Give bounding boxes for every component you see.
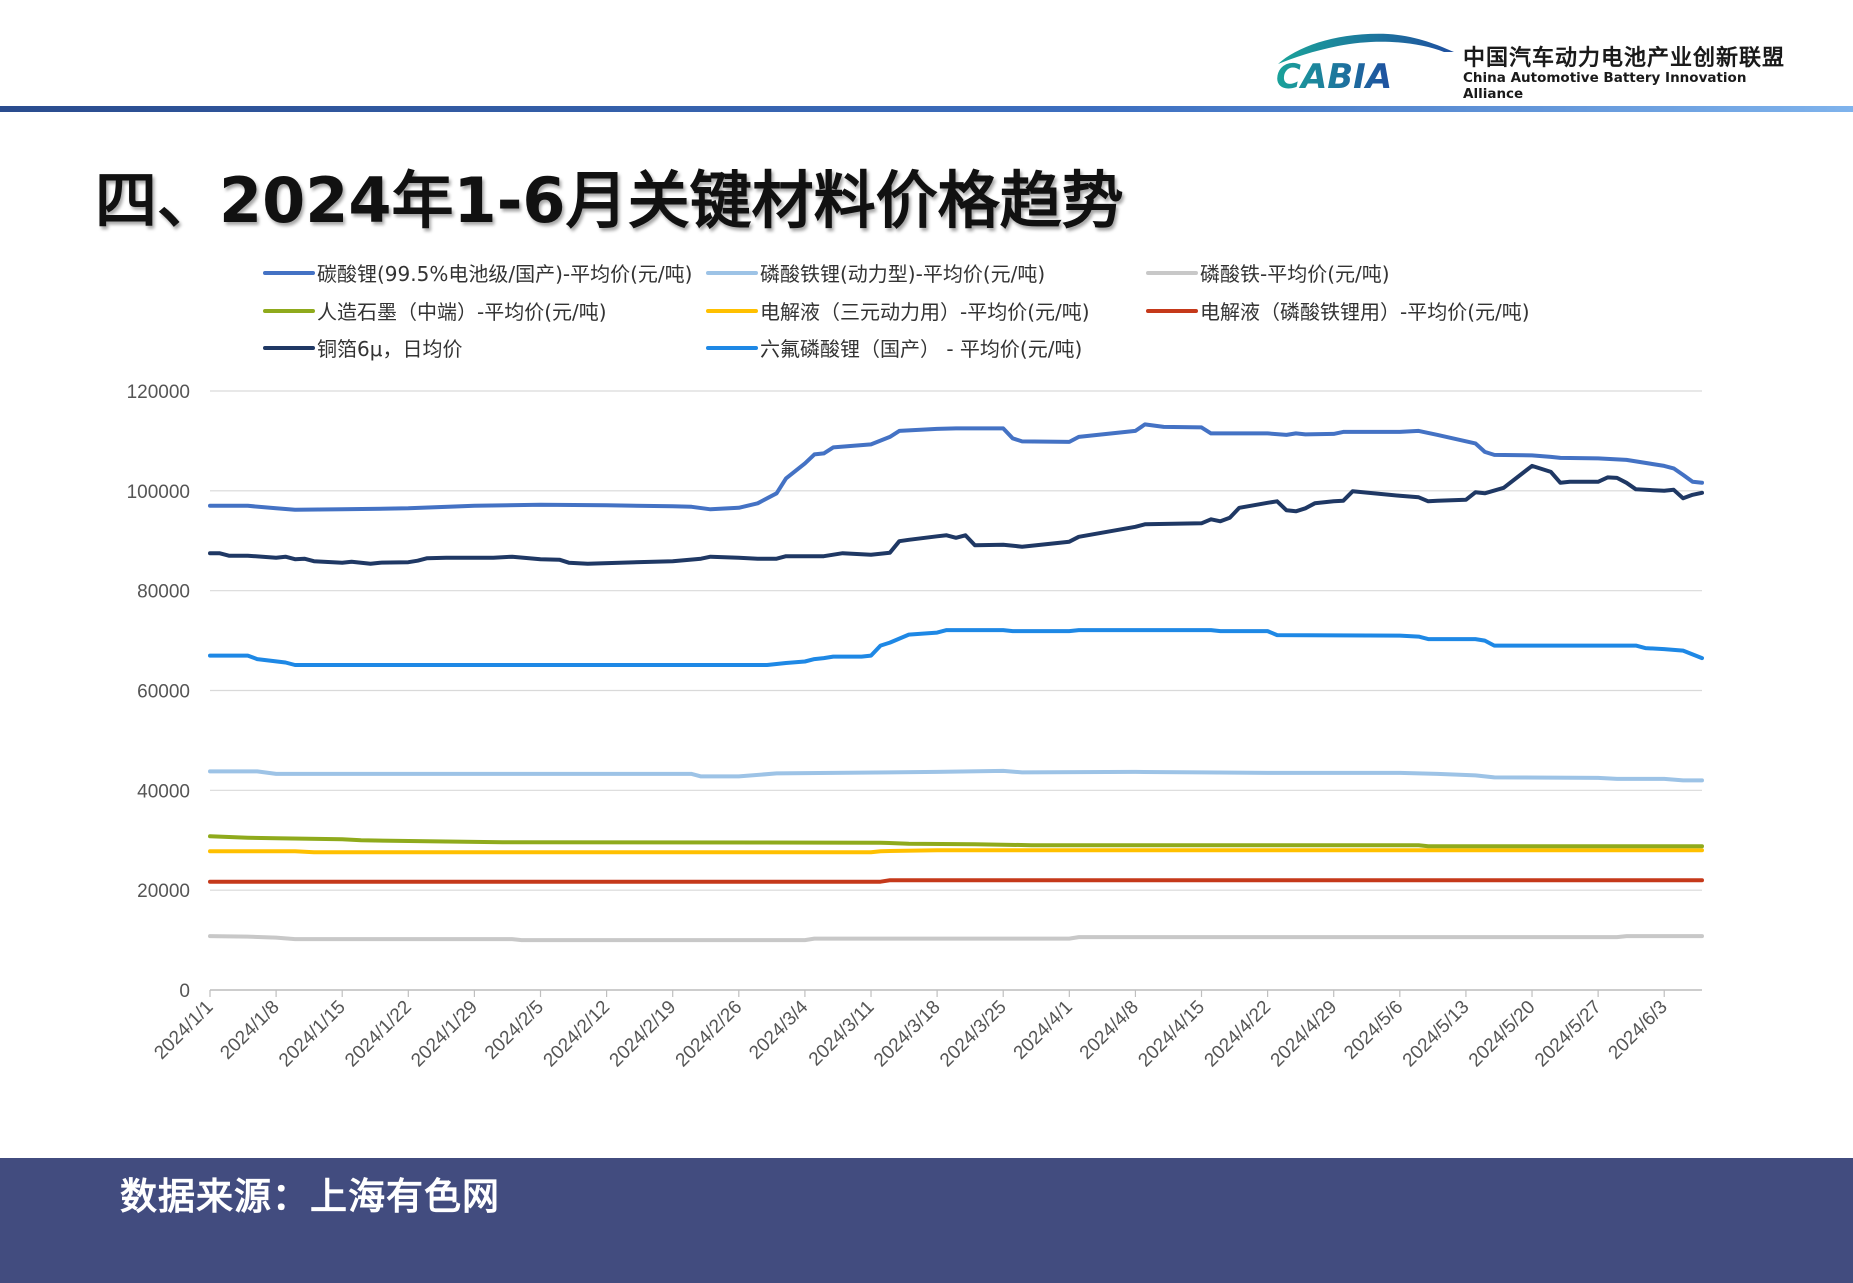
x-tick-label: 2024/5/20 (1465, 997, 1540, 1072)
series-line (208, 934, 1704, 943)
series-line (208, 463, 1704, 566)
x-tick-label: 2024/1/1 (150, 997, 217, 1064)
x-tick-label: 2024/2/19 (606, 997, 681, 1072)
x-tick-label: 2024/4/1 (1010, 997, 1077, 1064)
x-tick-label: 2024/2/26 (672, 997, 747, 1072)
x-tick-label: 2024/3/11 (805, 997, 879, 1071)
y-tick-label: 120000 (127, 382, 190, 403)
x-tick-label: 2024/1/15 (275, 997, 350, 1072)
y-tick-label: 0 (179, 981, 190, 1002)
y-tick-label: 40000 (137, 781, 190, 802)
data-source-note: 数据来源：上海有色网 (120, 1175, 500, 1218)
x-tick-label: 2024/4/8 (1076, 997, 1143, 1064)
legend-label: 六氟磷酸锂（国产） - 平均价(元/吨) (760, 337, 1082, 361)
cabia-logo: CABIA 中国汽车动力电池产业创新联盟 China Automotive Ba… (1268, 26, 1808, 102)
footer-band (0, 1158, 1853, 1283)
x-tick-label: 2024/6/3 (1605, 997, 1672, 1064)
series-line (208, 834, 1704, 849)
x-tick-label: 2024/4/22 (1201, 997, 1276, 1072)
legend-label: 人造石墨（中端）-平均价(元/吨) (317, 300, 607, 324)
x-tick-label: 2024/1/8 (216, 997, 283, 1064)
legend-label: 电解液（三元动力用）-平均价(元/吨) (760, 300, 1090, 324)
series-line (208, 422, 1704, 512)
x-tick-label: 2024/3/18 (870, 997, 945, 1072)
line-chart: 0 20000 40000 60000 80000 100000 120000 2024/1/… (127, 262, 1704, 1072)
x-tick-label: 2024/1/29 (407, 997, 482, 1072)
x-tick-label: 2024/5/13 (1399, 997, 1474, 1072)
x-tick-label: 2024/3/4 (745, 996, 812, 1063)
y-tick-label: 20000 (137, 881, 190, 902)
x-tick-label: 2024/3/25 (936, 997, 1011, 1072)
x-tick-label: 2024/2/5 (481, 997, 548, 1064)
logo-english-name: China Automotive Battery Innovation Alli… (1463, 70, 1747, 102)
y-tick-label: 60000 (137, 682, 190, 703)
legend-label: 碳酸锂(99.5%电池级/国产)-平均价(元/吨) (317, 262, 692, 286)
page-title: 四、2024年1-6月关键材料价格趋势 (95, 164, 1124, 237)
car-logo-icon: CABIA (1276, 33, 1454, 94)
legend-label: 磷酸铁锂(动力型)-平均价(元/吨) (760, 262, 1045, 286)
y-tick-label: 80000 (137, 582, 190, 603)
series-line (208, 768, 1704, 783)
series-line (208, 848, 1704, 855)
logo-wordmark: CABIA (1276, 57, 1392, 94)
series-line (208, 878, 1704, 884)
legend-label: 铜箔6μ，日均价 (317, 337, 462, 361)
x-tick-label: 2024/4/29 (1267, 997, 1342, 1072)
legend-label: 电解液（磷酸铁锂用）-平均价(元/吨) (1200, 300, 1530, 324)
x-tick-label: 2024/5/6 (1340, 997, 1407, 1064)
logo-chinese-name: 中国汽车动力电池产业创新联盟 (1463, 46, 1786, 71)
x-tick-label: 2024/1/22 (341, 997, 416, 1072)
x-tick-label: 2024/5/27 (1531, 997, 1606, 1072)
series-line (208, 628, 1704, 667)
header-divider (0, 106, 1853, 112)
x-tick-label: 2024/4/15 (1134, 997, 1209, 1072)
x-tick-label: 2024/2/12 (540, 997, 615, 1072)
header: CABIA 中国汽车动力电池产业创新联盟 China Automotive Ba… (0, 0, 1853, 112)
legend-label: 磷酸铁-平均价(元/吨) (1200, 262, 1390, 286)
y-tick-label: 100000 (127, 482, 190, 503)
price-trend-chart: 0 20000 40000 60000 80000 100000 120000 2024/1/… (0, 250, 1853, 1130)
